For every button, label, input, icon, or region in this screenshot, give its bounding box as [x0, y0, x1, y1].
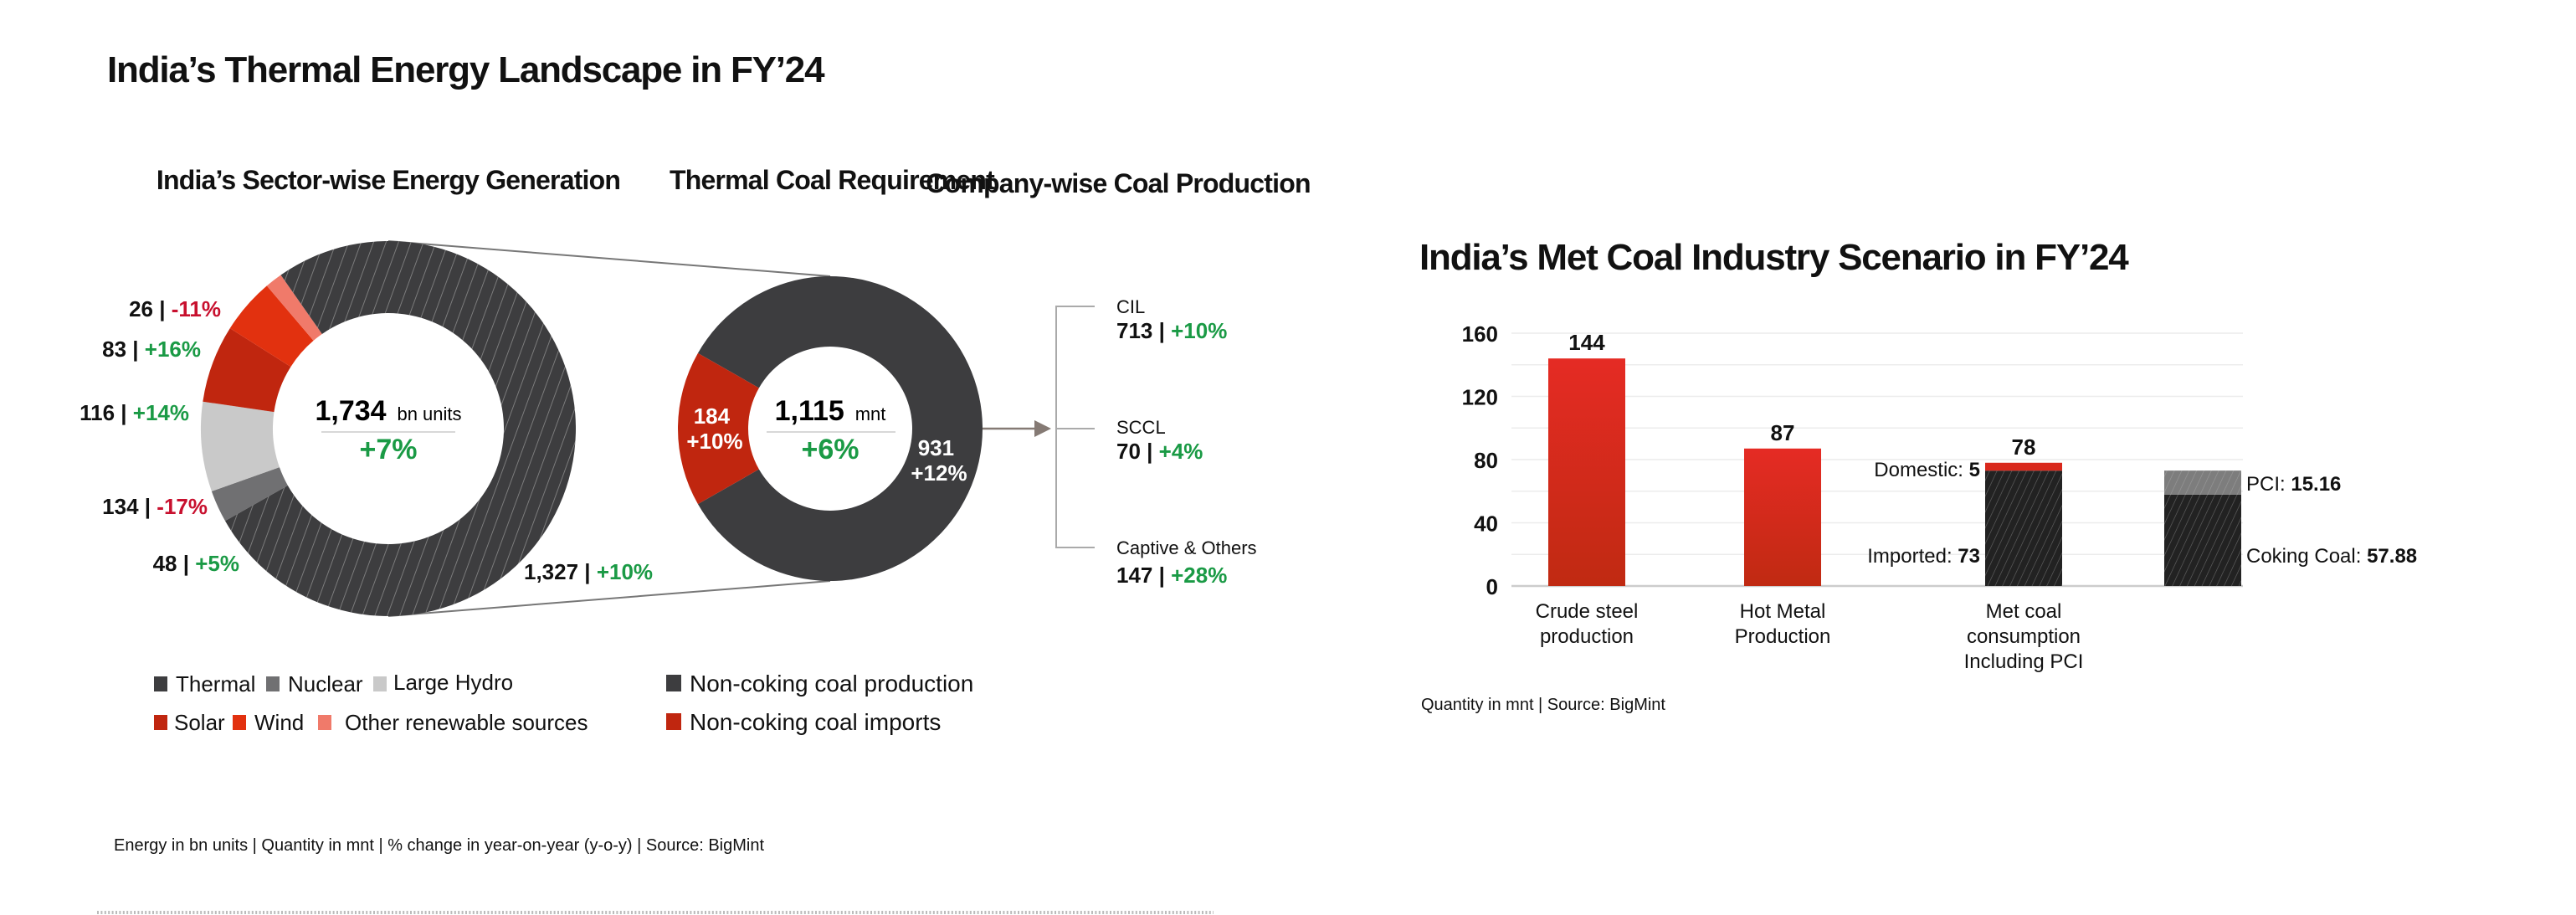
- donut2-center-value: 1,115 mnt: [775, 395, 886, 427]
- donut2-title-text: Thermal Coal Requirement: [670, 165, 995, 195]
- label-nuclear: 48 | +5%: [153, 551, 239, 576]
- legend-nuclear: Nuclear: [288, 671, 363, 697]
- legend-hydro: Large Hydro: [393, 670, 513, 695]
- label-wind: 83 | +16%: [102, 337, 201, 362]
- arrow-head-icon: [1034, 420, 1051, 437]
- x-category-label: Production: [1735, 625, 1831, 648]
- x-category-label: Crude steel: [1536, 600, 1639, 623]
- donut1-title: India’s Sector-wise Energy Generation: [157, 165, 620, 195]
- bar-hot-metal-production: [1744, 448, 1821, 586]
- legend-swatch-production: [666, 675, 681, 691]
- company-title: Company-wise Coal Production: [926, 168, 1310, 198]
- slice-non-coking-production: [697, 275, 983, 581]
- legend-wind: Wind: [254, 710, 304, 735]
- company-value: 713 | +10%: [1116, 318, 1227, 343]
- left-title: India’s Thermal Energy Landscape in FY’2…: [107, 49, 825, 90]
- slice-nuclear: [211, 467, 288, 522]
- legend-thermal: Thermal: [176, 671, 255, 697]
- company-value: 70 | +4%: [1116, 439, 1203, 464]
- bar-value-label: 87: [1771, 420, 1795, 445]
- segment-label: Domestic: 5: [1874, 459, 1980, 481]
- y-tick-label: 0: [1486, 574, 1498, 599]
- x-category-label: Hot Metal: [1740, 600, 1826, 623]
- legend-energy: Thermal Nuclear Large Hydro Solar Wind O…: [154, 670, 588, 735]
- segment-label: PCI: 15.16: [2246, 473, 2341, 496]
- company-name: Captive & Others: [1116, 537, 1257, 558]
- donut2-title: Thermal Coal Requirement: [670, 165, 995, 195]
- legend-swatch-imports: [666, 713, 681, 730]
- segment-label: Coking Coal: 57.88: [2246, 545, 2417, 568]
- legend-swatch-thermal: [154, 676, 167, 691]
- bar-crude-steel-production: [1548, 358, 1625, 586]
- label-imports: 184 +10%: [686, 404, 742, 454]
- x-category-label: consumption: [1967, 625, 2081, 648]
- legend-production: Non-coking coal production: [690, 671, 973, 697]
- bar-value-label: 144: [1568, 330, 1605, 355]
- right-title: India’s Met Coal Industry Scenario in FY…: [1419, 237, 2129, 278]
- label-other: 26 | -11%: [129, 296, 221, 321]
- bar-imported: [1985, 470, 2062, 586]
- y-tick-label: 160: [1462, 321, 1498, 347]
- y-tick-label: 40: [1474, 511, 1498, 537]
- slice-large-hydro: [200, 401, 280, 491]
- label-solar: 116 | +14%: [80, 400, 189, 425]
- legend-swatch-wind: [233, 715, 246, 730]
- legend-other: Other renewable sources: [345, 710, 588, 735]
- slice-non-coking-imports: [678, 352, 759, 505]
- donut-energy-generation: [200, 241, 576, 616]
- legend-swatch-nuclear: [266, 676, 280, 691]
- company-sccl: SCCL 70 | +4%: [1116, 417, 1203, 464]
- bar-domestic: [1985, 462, 2062, 471]
- legend-solar: Solar: [174, 710, 225, 735]
- company-title-text: Company-wise Coal Production: [926, 168, 1310, 198]
- company-value: 147 | +28%: [1116, 563, 1227, 588]
- donut-thermal-coal: [678, 275, 983, 581]
- connector-top: [387, 240, 831, 277]
- slice-wind: [229, 285, 314, 368]
- segment-label: Imported: 73: [1867, 545, 1980, 568]
- legend-swatch-other: [318, 715, 331, 730]
- bar-pci: [2164, 470, 2241, 495]
- legend-swatch-hydro: [373, 676, 387, 691]
- company-name: SCCL: [1116, 417, 1166, 438]
- legend-coal: Non-coking coal production Non-coking co…: [666, 671, 973, 735]
- company-cil: CIL 713 | +10%: [1116, 296, 1227, 343]
- x-category-label: production: [1540, 625, 1634, 648]
- company-captive: Captive & Others 147 | +28%: [1116, 537, 1257, 588]
- connector-bottom: [387, 580, 831, 617]
- company-bracket: [1055, 306, 1095, 548]
- company-name: CIL: [1116, 296, 1145, 317]
- legend-swatch-solar: [154, 715, 167, 730]
- x-category-label: Including PCI: [1964, 650, 2084, 673]
- donut1-center-change: +7%: [360, 434, 418, 465]
- donut2-center-change: +6%: [802, 434, 860, 465]
- left-footnote: Energy in bn units | Quantity in mnt | %…: [114, 836, 764, 855]
- bar-coking-coal: [2164, 494, 2241, 586]
- bar-value-label: 78: [2012, 434, 2036, 460]
- slice-thermal: [225, 241, 576, 616]
- label-thermal: 1,327 | +10%: [524, 559, 653, 584]
- right-footnote: Quantity in mnt | Source: BigMint: [1421, 696, 1665, 714]
- legend-imports: Non-coking coal imports: [690, 709, 941, 735]
- y-tick-label: 80: [1474, 448, 1498, 473]
- donut1-center-value: 1,734 bn units: [315, 395, 461, 427]
- slice-other-renewable-sources: [266, 275, 322, 341]
- y-tick-label: 120: [1462, 385, 1498, 410]
- donut1-title-text: India’s Sector-wise Energy Generation: [157, 165, 620, 195]
- slice-solar: [203, 328, 291, 413]
- label-production: 931 +12%: [911, 435, 967, 486]
- label-hydro: 134 | -17%: [102, 494, 208, 519]
- x-category-label: Met coal: [1986, 600, 2062, 623]
